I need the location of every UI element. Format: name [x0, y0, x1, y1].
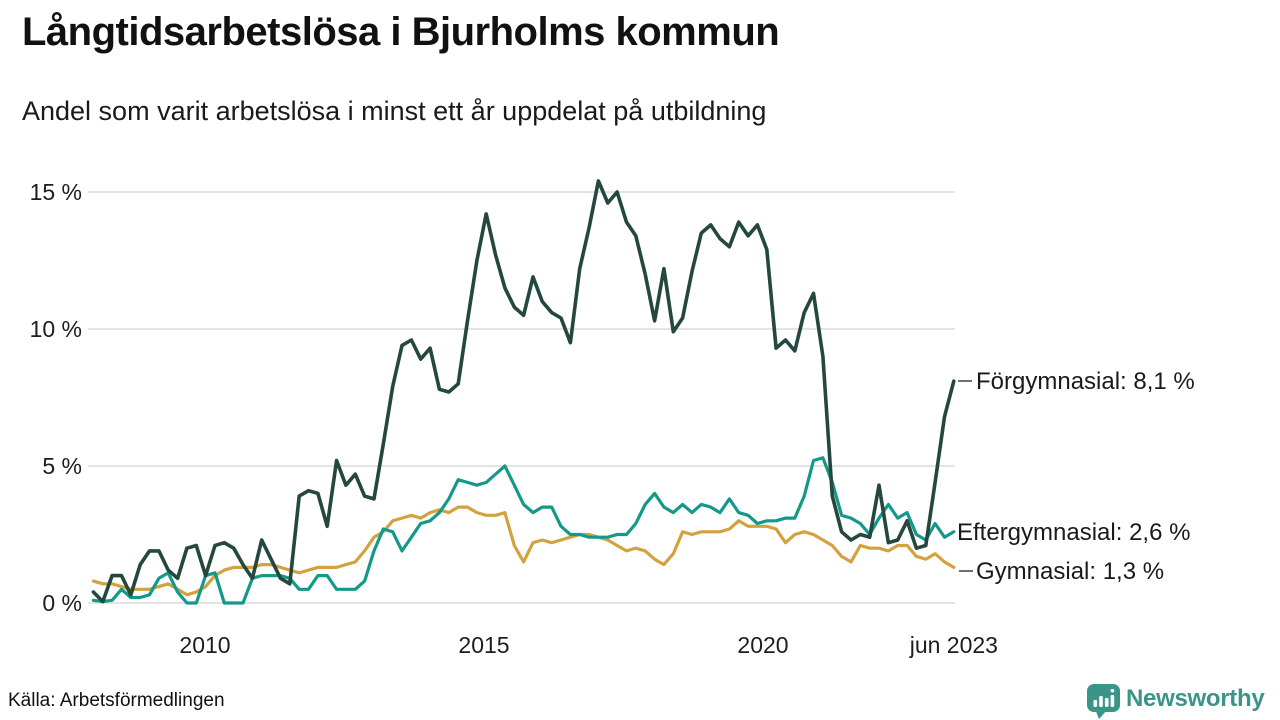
source-attribution: Källa: Arbetsförmedlingen [8, 690, 225, 711]
x-axis-tick-2010: 2010 [179, 632, 231, 658]
newsworthy-logo-icon [1087, 684, 1120, 719]
newsworthy-logo: Newsworthy [1086, 683, 1276, 720]
series-line-forgymnasial [91, 179, 956, 604]
series-end-label-forgymnasial: Förgymnasial: 8,1 % [976, 368, 1195, 395]
newsworthy-logo-text: Newsworthy [1126, 685, 1265, 712]
series-end-label-eftergymnasial: Eftergymnasial: 2,6 % [957, 519, 1191, 546]
series-label-tick-gymnasial [959, 570, 973, 572]
y-axis-tick-0: 0 % [42, 590, 82, 616]
y-axis-tick-5: 5 % [42, 453, 82, 479]
x-axis-tick-2015: 2015 [458, 632, 510, 658]
x-axis-tick-2020: 2020 [737, 632, 789, 658]
series-line-gymnasial [91, 505, 956, 597]
series-line-eftergymnasial [91, 456, 956, 605]
x-axis-tick-jun2023: jun 2023 [909, 632, 998, 658]
y-axis-tick-15: 15 % [29, 179, 82, 205]
y-axis-tick-10: 10 % [29, 316, 82, 342]
series-label-tick-forgymnasial [958, 380, 972, 382]
chart-subtitle: Andel som varit arbetslösa i minst ett å… [22, 96, 767, 126]
series-end-label-gymnasial: Gymnasial: 1,3 % [976, 558, 1165, 585]
chart-title: Långtidsarbetslösa i Bjurholms kommun [22, 10, 780, 54]
